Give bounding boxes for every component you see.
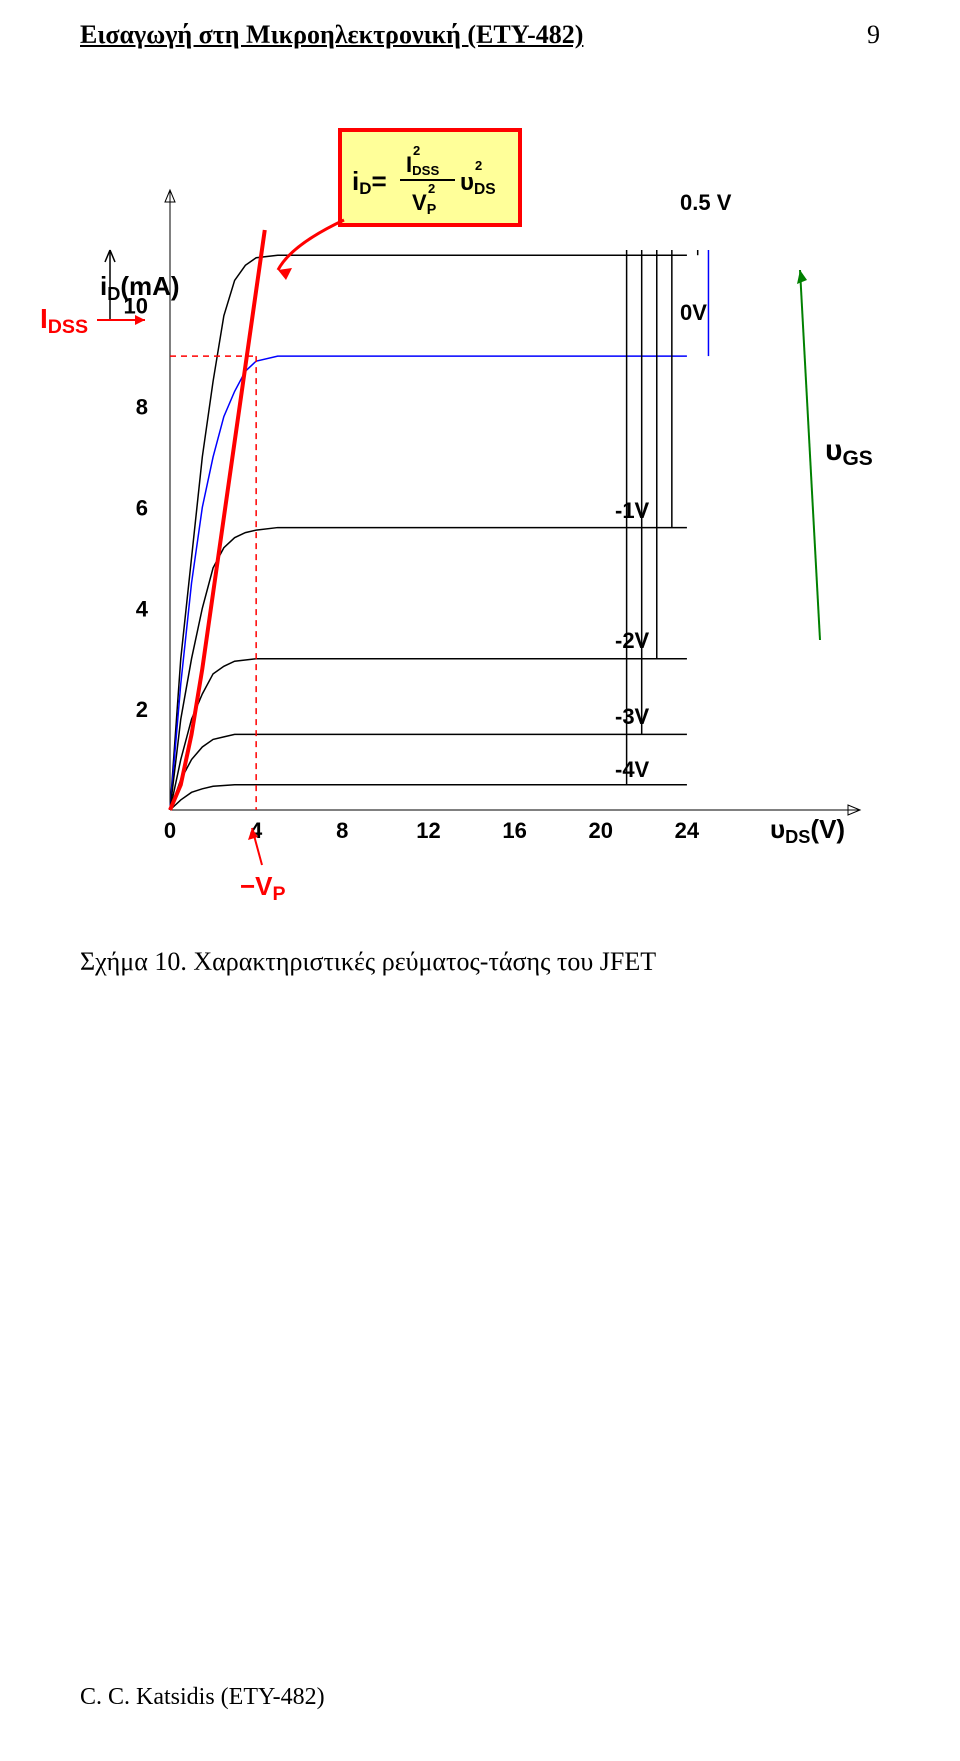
svg-text:4: 4 xyxy=(136,596,149,621)
svg-text:16: 16 xyxy=(502,818,526,843)
header-title: Εισαγωγή στη Μικροηλεκτρονική (ΕΤΥ-482) xyxy=(80,20,583,49)
svg-text:20: 20 xyxy=(589,818,613,843)
figure-caption: Σχήμα 10. Χαρακτηριστικές ρεύματος-τάσης… xyxy=(80,947,656,977)
jfet-iv-chart: 04812162024246810iD(mA)υDS(V)0.5 V0V-1V-… xyxy=(40,90,940,910)
svg-text:6: 6 xyxy=(136,495,148,520)
svg-text:12: 12 xyxy=(416,818,440,843)
svg-text:2: 2 xyxy=(136,697,148,722)
svg-text:0.5 V: 0.5 V xyxy=(680,190,732,215)
svg-text:0: 0 xyxy=(164,818,176,843)
svg-text:υDS(V): υDS(V) xyxy=(770,814,845,847)
svg-text:IDSS: IDSS xyxy=(40,303,88,338)
svg-text:-2V: -2V xyxy=(615,628,650,653)
svg-text:2: 2 xyxy=(428,181,435,196)
svg-text:-4V: -4V xyxy=(615,757,650,782)
svg-text:2: 2 xyxy=(475,158,482,173)
page-footer: C. C. Katsidis (ETY-482) xyxy=(80,1684,325,1711)
svg-text:iD(mA): iD(mA) xyxy=(100,271,180,304)
svg-text:-1V: -1V xyxy=(615,498,650,523)
svg-text:0V: 0V xyxy=(680,300,707,325)
svg-text:8: 8 xyxy=(336,818,348,843)
svg-text:2: 2 xyxy=(413,143,420,158)
svg-text:24: 24 xyxy=(675,818,700,843)
document-header: Εισαγωγή στη Μικροηλεκτρονική (ΕΤΥ-482) xyxy=(80,20,880,50)
svg-text:8: 8 xyxy=(136,395,148,420)
svg-text:υGS: υGS xyxy=(825,434,873,470)
page-number: 9 xyxy=(867,20,880,50)
svg-text:−VP: −VP xyxy=(240,871,286,905)
svg-text:-3V: -3V xyxy=(615,704,650,729)
